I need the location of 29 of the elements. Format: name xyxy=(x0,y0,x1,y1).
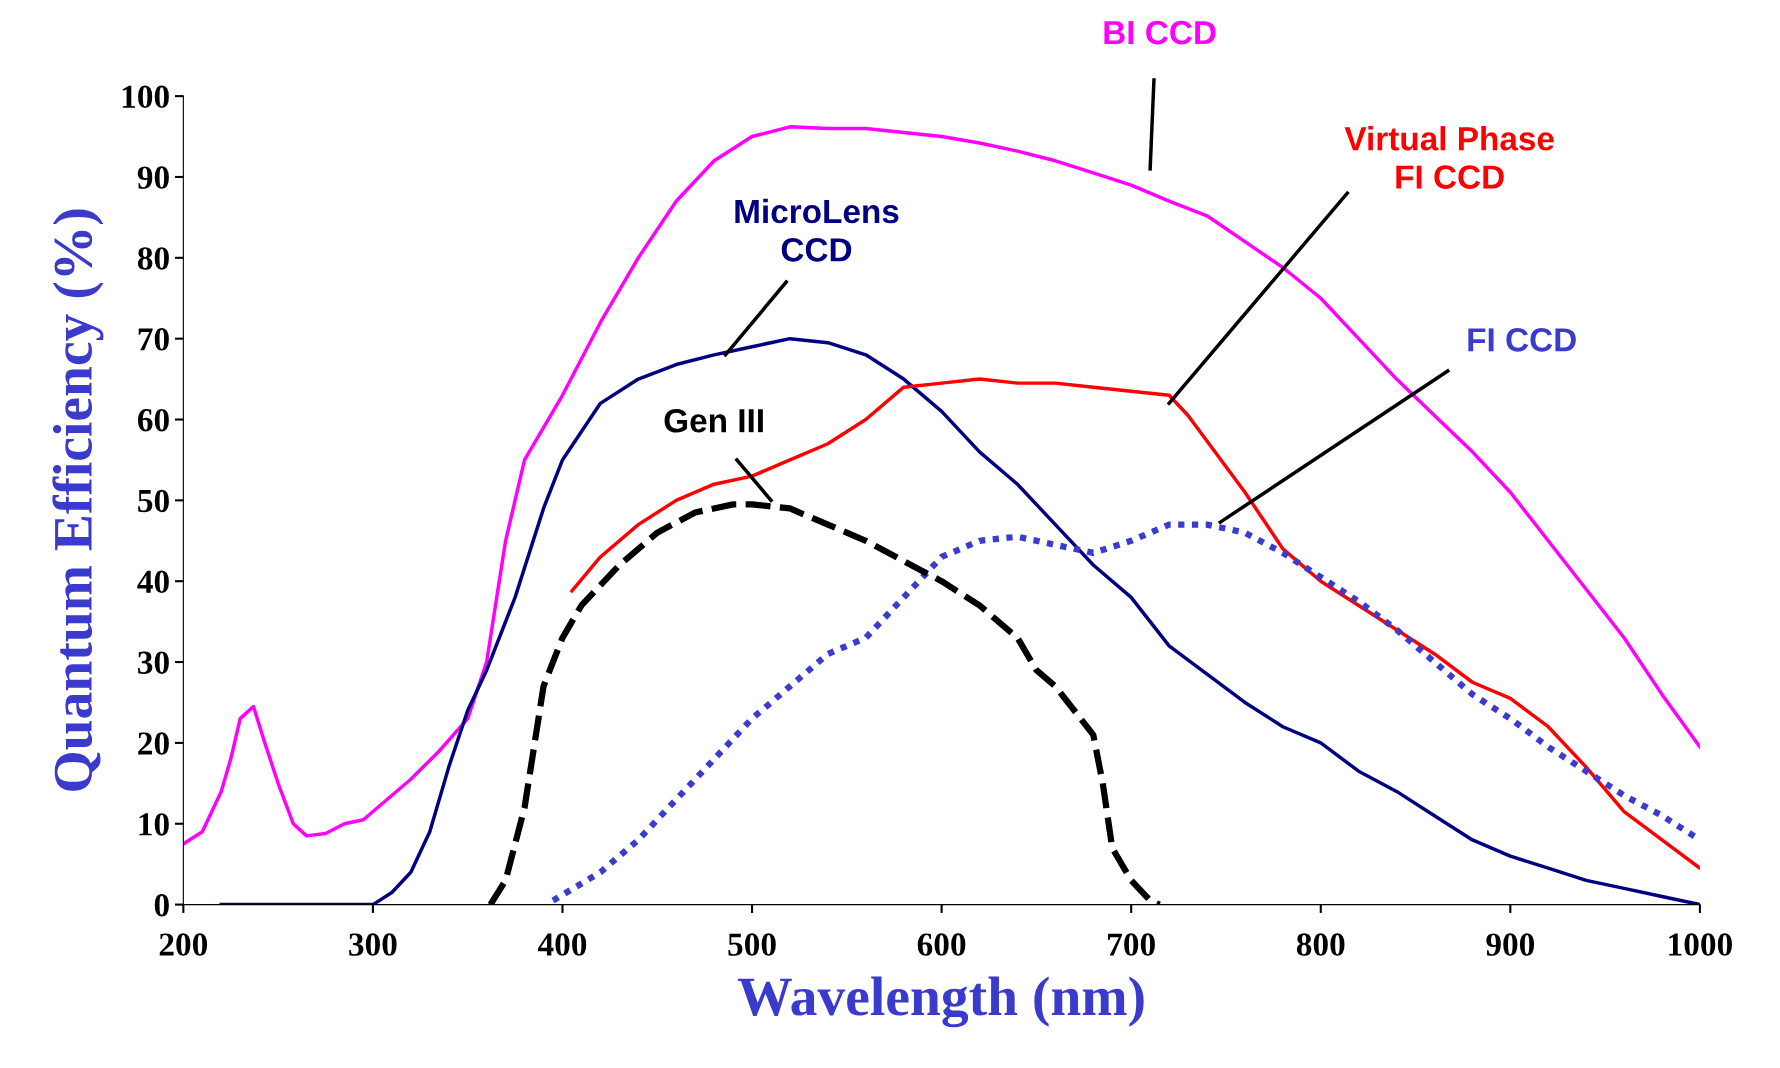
text: Gen III xyxy=(664,408,763,433)
text: Virtual Phase FI CCD xyxy=(1344,126,1554,189)
x-tick-label: 800 xyxy=(1296,933,1345,956)
line-series xyxy=(183,125,1700,846)
text: FI CCD xyxy=(1468,328,1576,352)
y-tick-label: 0 xyxy=(154,893,169,917)
y-tick-label: 40 xyxy=(137,570,169,594)
x-tick-label: 900 xyxy=(1486,933,1535,956)
y-tick-label: 90 xyxy=(137,166,169,189)
line-series xyxy=(570,377,1700,870)
y-tick-label: 20 xyxy=(138,732,169,755)
y-tick-label: 70 xyxy=(138,328,169,351)
y-tick-label: 100 xyxy=(122,85,169,109)
text: MicroLens CCD xyxy=(735,198,899,262)
x-tick-label: 400 xyxy=(537,933,587,956)
x-tick-label: 200 xyxy=(159,933,208,956)
y-tick-label: 10 xyxy=(139,813,169,836)
y-tick-label: 50 xyxy=(138,489,169,513)
y-tick-label: 30 xyxy=(138,651,169,674)
x-tick-label: 300 xyxy=(349,933,397,956)
y-tick-label: 80 xyxy=(137,247,169,270)
x-axis-title: Wavelength (nm) xyxy=(737,976,1144,1028)
y-tick-label: 60 xyxy=(137,408,169,432)
text: BI CCD xyxy=(1104,20,1216,45)
x-tick-label: 700 xyxy=(1108,933,1155,956)
y-axis-title: Quantum Efficiency (%) xyxy=(52,209,104,791)
x-tick-label: 600 xyxy=(917,933,966,956)
x-tick-label: 1000 xyxy=(1669,933,1732,956)
x-tick-label: 500 xyxy=(728,933,776,956)
